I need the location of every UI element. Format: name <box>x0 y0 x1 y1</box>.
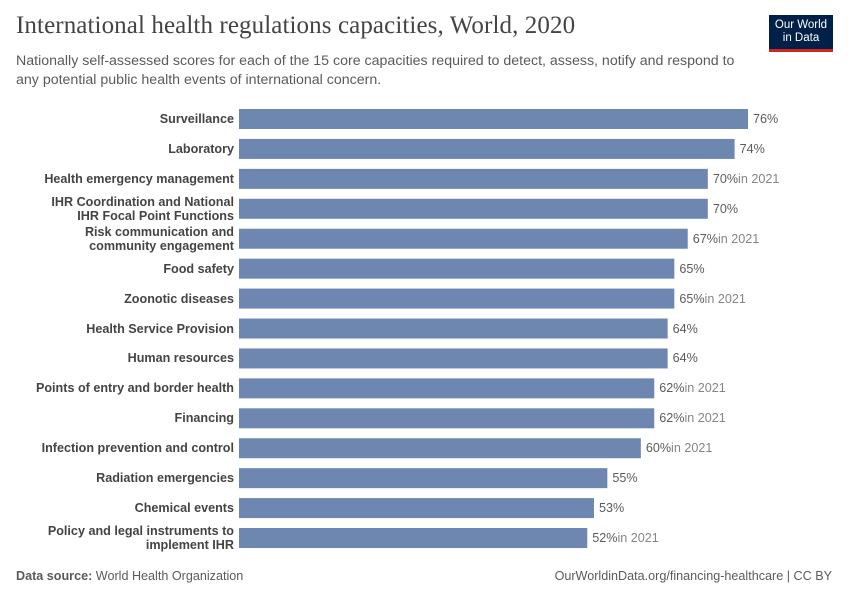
category-label: Health Service Provision <box>86 321 234 336</box>
value-text: 67% <box>692 231 718 246</box>
bar[interactable] <box>239 348 668 369</box>
year-note: in 2021 <box>671 441 713 456</box>
category-label: Chemical events <box>134 501 234 516</box>
category-label: Zoonotic diseases <box>124 291 234 306</box>
category-label: Infection prevention and control <box>41 441 234 456</box>
category-label: Food safety <box>163 261 234 276</box>
bar[interactable] <box>239 258 675 279</box>
value-text: 62% <box>659 381 685 396</box>
footer-link[interactable]: OurWorldinData.org/financing-healthcare … <box>554 569 832 583</box>
bar[interactable] <box>239 498 594 519</box>
value-text: 52% <box>592 531 618 546</box>
value-text: 55% <box>612 471 638 486</box>
bar[interactable] <box>239 138 735 159</box>
bar[interactable] <box>239 198 708 219</box>
value-label: 62%in 2021 <box>659 411 726 425</box>
value-text: 74% <box>739 141 765 156</box>
value-text: 76% <box>753 112 779 126</box>
value-label: 64% <box>673 322 698 336</box>
value-label: 65% <box>679 262 704 276</box>
bar[interactable] <box>239 318 668 339</box>
value-label: 64% <box>673 351 698 365</box>
year-note: in 2021 <box>684 381 726 396</box>
value-text: 60% <box>645 441 672 456</box>
category-label: Policy and legal instruments to implemen… <box>47 524 234 553</box>
value-text: 70% <box>712 201 739 216</box>
data-source: Data source: World Health Organization <box>16 569 243 583</box>
chart-subtitle: Nationally self-assessed scores for each… <box>16 53 735 88</box>
bar[interactable] <box>239 109 748 129</box>
year-note: in 2021 <box>738 171 780 186</box>
value-label: 70% <box>713 202 738 216</box>
category-label: Financing <box>174 411 234 426</box>
year-note: in 2021 <box>704 291 746 306</box>
owid-logo[interactable]: Our World in Data <box>769 15 833 52</box>
year-note: in 2021 <box>684 411 726 426</box>
year-note: in 2021 <box>617 531 659 546</box>
bar[interactable] <box>239 468 608 489</box>
category-label: Points of entry and border health <box>35 381 234 396</box>
bar[interactable] <box>239 378 655 399</box>
value-label: 60%in 2021 <box>646 441 713 455</box>
category-label: Human resources <box>127 351 234 366</box>
value-text: 70% <box>712 171 739 186</box>
category-label: Surveillance <box>159 112 234 126</box>
bar[interactable] <box>239 408 655 429</box>
bar[interactable] <box>239 288 675 309</box>
source-label: Data source: <box>16 569 93 583</box>
chart-title: International health regulations capacit… <box>16 12 576 39</box>
value-text: 65% <box>679 261 705 276</box>
value-text: 62% <box>659 411 685 426</box>
value-label: 62%in 2021 <box>659 381 726 395</box>
logo-line1: Our World <box>774 19 828 31</box>
value-text: 53% <box>598 501 625 516</box>
bar[interactable] <box>239 228 688 249</box>
value-text: 65% <box>679 291 705 306</box>
year-note: in 2021 <box>717 231 760 246</box>
value-label: 55% <box>612 471 637 485</box>
category-label: Risk communication and community engagem… <box>84 224 234 253</box>
value-label: 67%in 2021 <box>693 232 760 246</box>
category-label: Health emergency management <box>44 171 234 186</box>
value-label: 76% <box>753 112 778 126</box>
bar[interactable] <box>239 528 588 549</box>
value-label: 52%in 2021 <box>592 531 659 545</box>
category-label: IHR Coordination and National IHR Focal … <box>51 194 234 223</box>
bar[interactable] <box>239 438 641 459</box>
value-text: 64% <box>672 351 698 366</box>
value-label: 53% <box>599 501 624 515</box>
category-label: Radiation emergencies <box>96 471 234 486</box>
value-label: 65%in 2021 <box>679 292 746 306</box>
logo-line2: in Data <box>782 32 820 44</box>
bar[interactable] <box>239 168 708 189</box>
value-label: 70%in 2021 <box>713 172 780 186</box>
value-label: 74% <box>740 142 765 156</box>
source-value: World Health Organization <box>95 569 244 583</box>
value-text: 64% <box>672 321 698 336</box>
category-label: Laboratory <box>168 141 234 156</box>
